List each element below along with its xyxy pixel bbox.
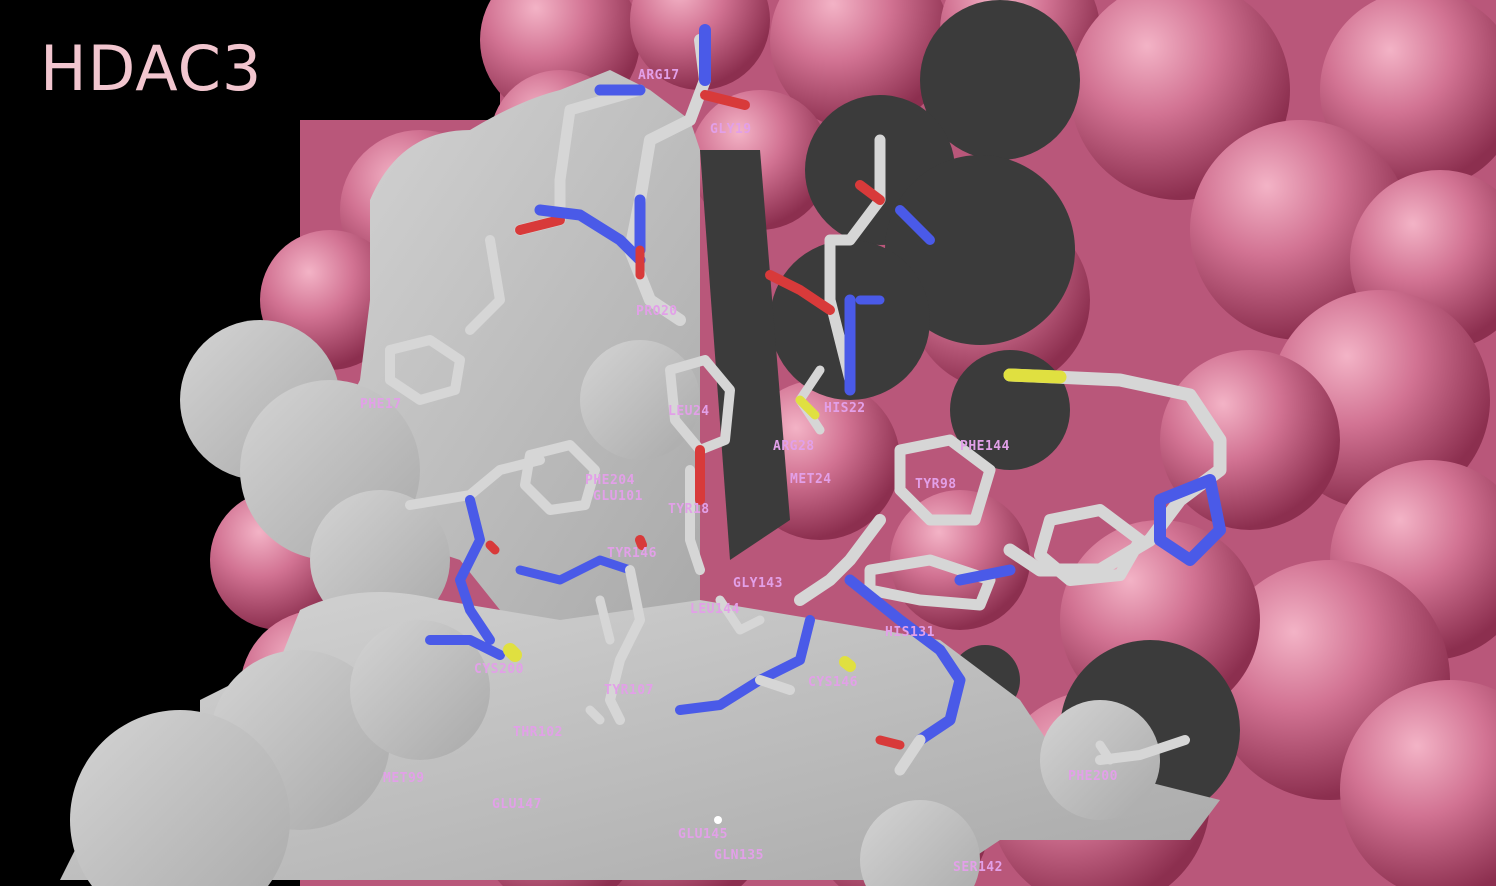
residue-label: GLY143 — [733, 576, 783, 591]
residue-label: SER142 — [953, 860, 1003, 875]
residue-label: LEU144 — [690, 602, 740, 617]
residue-label: TYR107 — [604, 683, 654, 698]
residue-label: MET99 — [383, 771, 425, 786]
residue-label: MET24 — [790, 472, 832, 487]
residue-label: HIS131 — [885, 625, 935, 640]
residue-label: PHE17 — [360, 397, 402, 412]
residue-label: ARG17 — [638, 68, 680, 83]
residue-label: THR102 — [513, 725, 563, 740]
residue-labels: ARG17 GLY19 PRO20 PHE17 LEU24 HIS22 ARG2… — [360, 68, 1118, 875]
cavity-shadows — [700, 0, 1240, 820]
residue-label: PHE204 — [585, 473, 635, 488]
residue-label: CYS200 — [474, 662, 524, 677]
residue-label: HIS22 — [824, 401, 866, 416]
residue-label: TYR98 — [915, 477, 957, 492]
residue-label: ARG28 — [773, 439, 815, 454]
clipped-surface — [60, 70, 1220, 886]
residue-label: PHE144 — [960, 439, 1010, 454]
residue-label: GLU101 — [593, 489, 643, 504]
stick-models — [385, 24, 1227, 824]
figure-title: HDAC3 — [40, 32, 263, 105]
residue-label: TYR18 — [668, 502, 710, 517]
residue-label: GLU147 — [492, 797, 542, 812]
residue-label: TYR146 — [607, 546, 657, 561]
residue-label: PRO20 — [636, 304, 678, 319]
residue-label: LEU24 — [668, 404, 710, 419]
residue-label: GLN135 — [714, 848, 764, 863]
residue-label: GLY19 — [710, 122, 752, 137]
residue-label: PHE200 — [1068, 769, 1118, 784]
residue-label: GLU145 — [678, 827, 728, 842]
residue-label: CYS146 — [808, 675, 858, 690]
